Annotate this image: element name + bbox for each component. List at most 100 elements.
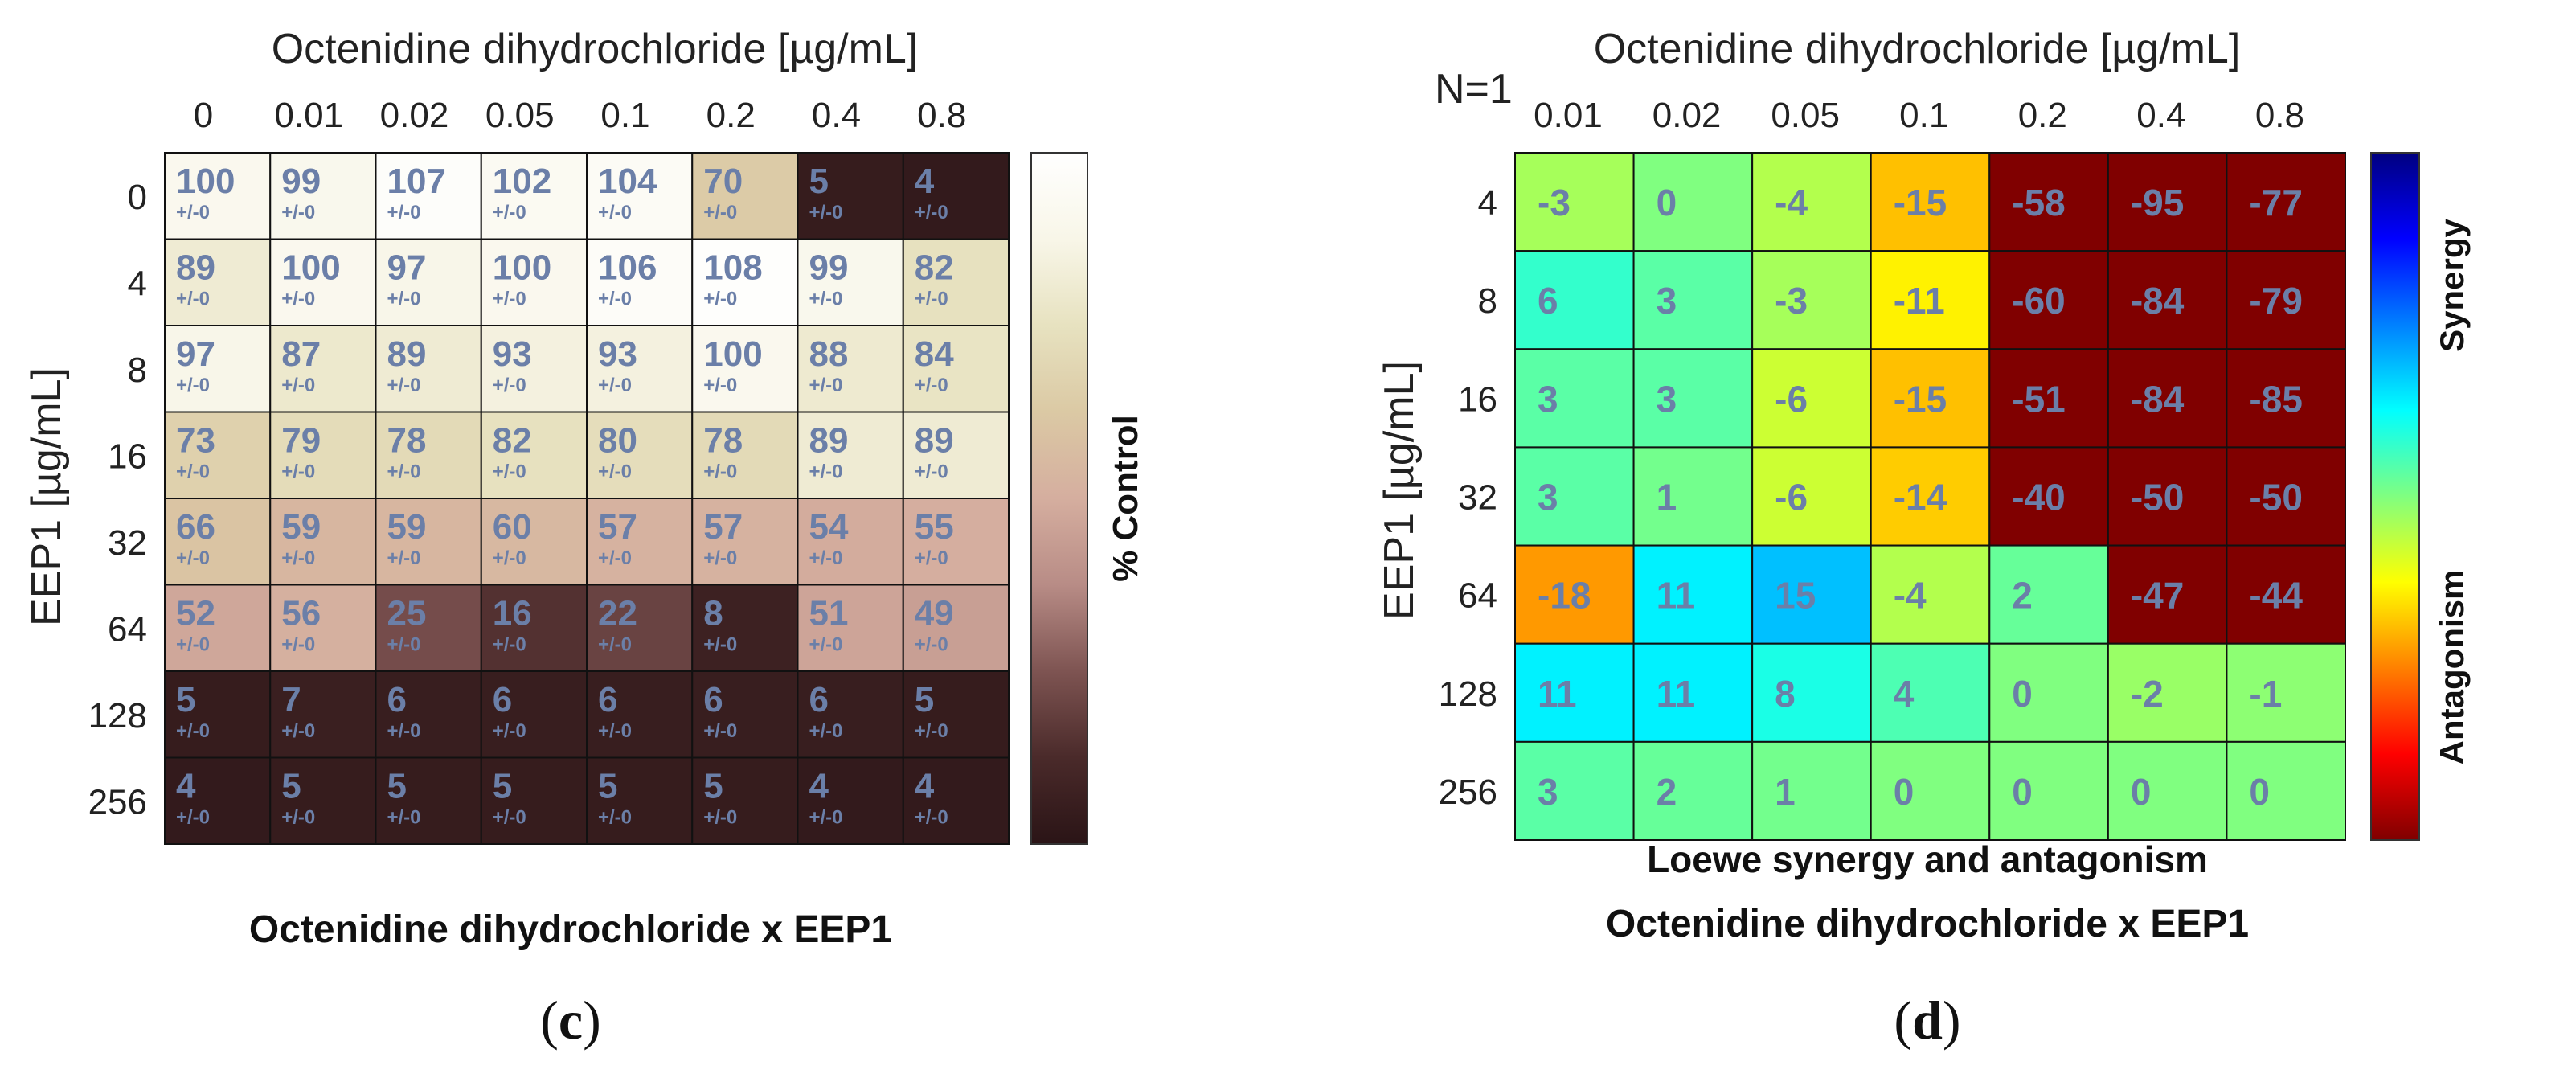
cell-value: 4 — [809, 767, 829, 806]
cell-value: 78 — [703, 421, 743, 461]
y-tick-label: 4 — [1478, 183, 1497, 223]
panel-d-bottom-title-1: Loewe synergy and antagonism — [1647, 838, 2208, 880]
panel-c-top-title: Octenidine dihydrochloride [µg/mL] — [272, 26, 919, 72]
heatmap-cell — [1514, 544, 1635, 645]
cell-value: -18 — [1538, 575, 1591, 617]
cell-value: 5 — [493, 767, 512, 806]
heatmap-cell — [1870, 544, 1991, 645]
cell-value: 104 — [598, 162, 657, 201]
cell-sd: +/-0 — [176, 202, 210, 223]
cell-value: 88 — [809, 334, 849, 374]
cell-sd: +/-0 — [598, 720, 632, 742]
cell-value: 8 — [1775, 673, 1796, 715]
panel-d-x-ticks: 0.01 0.02 0.05 0.1 0.2 0.4 0.8 — [1534, 96, 2304, 135]
heatmap-cell — [902, 584, 1010, 672]
cell-value: 82 — [915, 248, 954, 288]
heatmap-cell — [1514, 740, 1635, 841]
cell-value: -58 — [2012, 182, 2065, 223]
x-tick-label: 0.2 — [706, 96, 756, 135]
cell-value: 84 — [915, 334, 954, 374]
y-tick-label: 128 — [1439, 674, 1497, 714]
cell-value: -40 — [2012, 477, 2065, 518]
cell-sd: +/-0 — [176, 547, 210, 569]
cell-value: 51 — [809, 594, 849, 633]
x-tick-label: 0.02 — [1652, 96, 1722, 135]
panel-d-colorbar-synergy: Synergy — [2433, 218, 2471, 351]
cell-value: 22 — [598, 594, 637, 633]
cell-value: 66 — [176, 507, 215, 547]
x-tick-label: 0.02 — [380, 96, 449, 135]
heatmap-cell — [797, 498, 904, 586]
cell-value: -79 — [2249, 280, 2302, 322]
cell-sd: +/-0 — [281, 634, 315, 656]
cell-sd: +/-0 — [598, 634, 632, 656]
cell-value: 1 — [1775, 771, 1796, 813]
y-tick-label: 32 — [1458, 478, 1497, 518]
heatmap-cell — [1988, 642, 2109, 743]
y-tick-label: 16 — [1458, 379, 1497, 419]
cell-sd: +/-0 — [281, 375, 315, 396]
cell-value: -47 — [2131, 575, 2184, 617]
heatmap-cell — [902, 756, 1010, 845]
cell-sd: +/-0 — [281, 547, 315, 569]
cell-sd: +/-0 — [703, 634, 737, 656]
cell-value: 15 — [1775, 575, 1816, 617]
cell-value: 3 — [1657, 280, 1677, 322]
heatmap-cell — [586, 325, 694, 413]
heatmap-cell — [691, 670, 799, 759]
cell-value: -84 — [2131, 378, 2185, 420]
cell-value: 0 — [2012, 673, 2033, 715]
cell-sd: +/-0 — [281, 807, 315, 829]
y-tick-label: 32 — [108, 523, 147, 563]
heatmap-cell — [902, 238, 1010, 326]
cell-sd: +/-0 — [809, 634, 843, 656]
cell-value: 5 — [915, 680, 934, 719]
cell-value: 4 — [915, 767, 935, 806]
cell-sd: +/-0 — [281, 461, 315, 483]
panel-d-heatmap: N=1 Octenidine dihydrochloride [µg/mL] 0… — [1376, 26, 2471, 1051]
heatmap-cell — [375, 756, 482, 845]
panel-d-letter-text: d — [1912, 990, 1943, 1051]
cell-sd: +/-0 — [915, 289, 948, 310]
cell-value: 1 — [1657, 477, 1677, 518]
heatmap-cell — [1751, 152, 1872, 252]
y-tick-label: 8 — [128, 350, 147, 390]
cell-value: 25 — [387, 594, 427, 633]
cell-value: 3 — [1538, 477, 1558, 518]
heatmap-cell — [1751, 544, 1872, 645]
cell-value: 3 — [1538, 771, 1558, 813]
panel-c-letter-text: c — [559, 990, 583, 1051]
cell-value: 87 — [281, 334, 321, 374]
heatmap-cell — [586, 584, 694, 672]
cell-value: -4 — [1775, 182, 1808, 223]
cell-value: 108 — [703, 248, 762, 288]
panel-d-cells: -3 0 -4 -15 -58 -95 -776 3 -3 -11 -60 -84 -793 3 -6 -15… — [1514, 152, 2346, 841]
cell-sd: +/-0 — [387, 375, 421, 396]
cell-sd: +/-0 — [493, 720, 526, 742]
cell-value: -77 — [2249, 182, 2302, 223]
cell-sd: +/-0 — [176, 289, 210, 310]
cell-value: -11 — [1894, 280, 1945, 322]
cell-value: 11 — [1657, 575, 1696, 617]
cell-sd: +/-0 — [281, 289, 315, 310]
cell-sd: +/-0 — [493, 634, 526, 656]
cell-value: 93 — [493, 334, 532, 374]
cell-value: 4 — [915, 162, 935, 201]
panel-c-bottom-title: Octenidine dihydrochloride x EEP1 — [249, 908, 892, 951]
cell-sd: +/-0 — [493, 461, 526, 483]
panel-c-colorbar — [1030, 152, 1088, 845]
heatmap-cell — [1514, 250, 1635, 350]
panel-d-bottom-title-2: Octenidine dihydrochloride x EEP1 — [1606, 903, 2249, 945]
cell-sd: +/-0 — [387, 634, 421, 656]
cell-sd: +/-0 — [598, 202, 632, 223]
cell-sd: +/-0 — [703, 720, 737, 742]
cell-sd: +/-0 — [703, 461, 737, 483]
heatmap-cell — [1870, 348, 1991, 449]
cell-value: -1 — [2249, 673, 2282, 715]
heatmap-cell — [586, 756, 694, 845]
panel-c-colorbar-label: % Control — [1106, 415, 1145, 582]
cell-value: 5 — [703, 767, 723, 806]
cell-sd: +/-0 — [915, 375, 948, 396]
cell-value: -3 — [1538, 182, 1571, 223]
x-tick-label: 0.05 — [485, 96, 555, 135]
